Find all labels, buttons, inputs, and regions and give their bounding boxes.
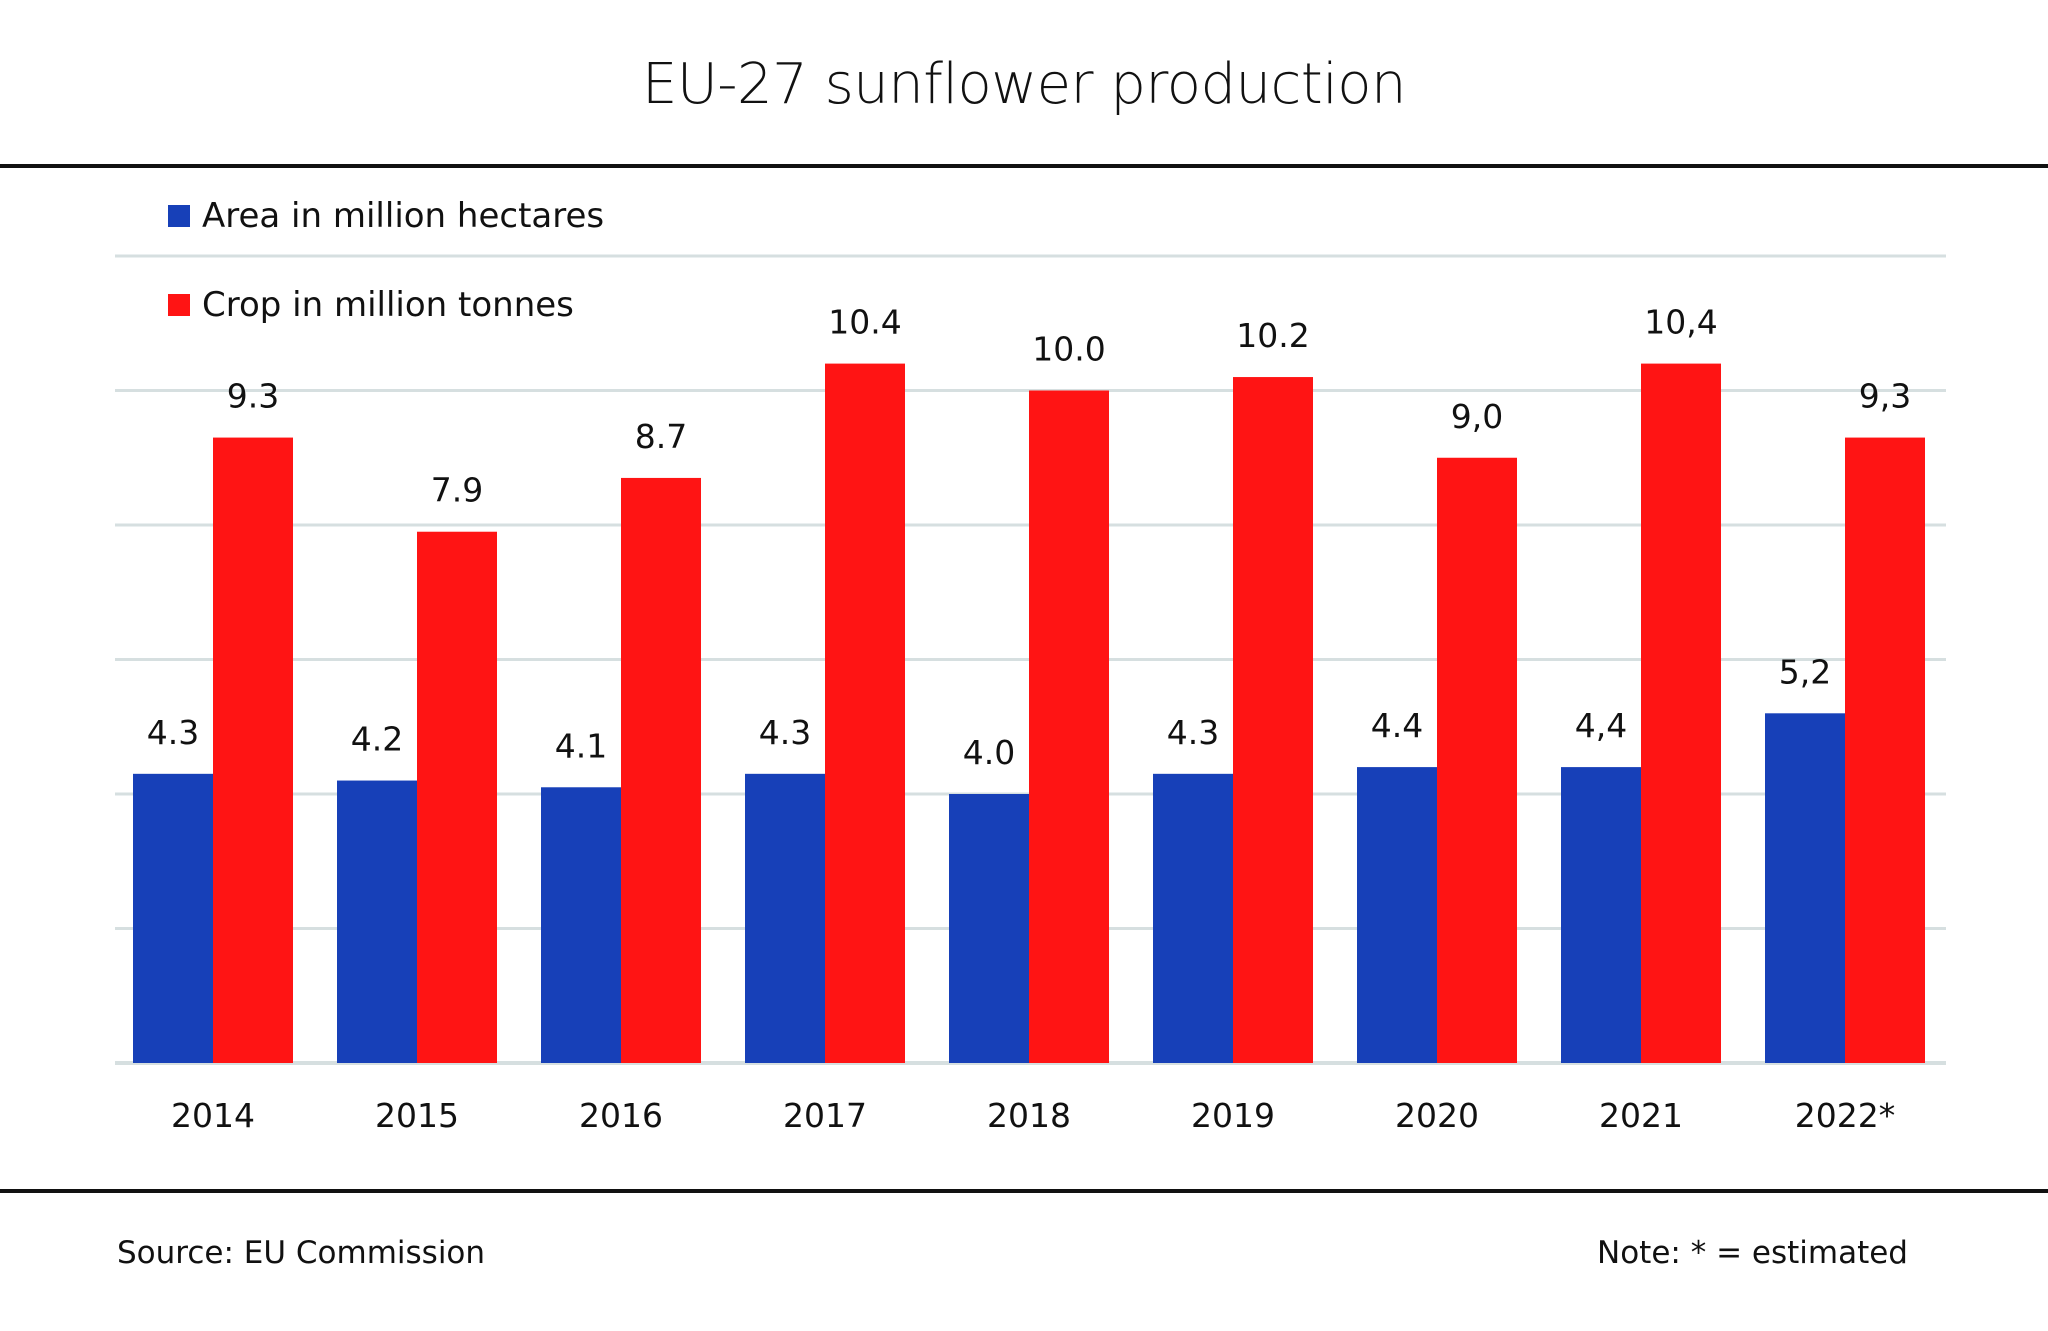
bar-crop-2015 bbox=[417, 531, 497, 1063]
label-area-2015: 4.2 bbox=[351, 720, 403, 759]
x-tick-2022: 2022* bbox=[1795, 1096, 1895, 1135]
label-crop-2015: 7.9 bbox=[431, 471, 483, 510]
bar-area-2016 bbox=[541, 787, 621, 1063]
bar-crop-2022 bbox=[1845, 437, 1925, 1063]
legend-label-crop: Crop in million tonnes bbox=[202, 285, 574, 325]
bar-crop-2014 bbox=[213, 437, 293, 1063]
chart-title: EU-27 sunflower production bbox=[641, 52, 1407, 117]
bar-area-2021 bbox=[1561, 767, 1641, 1063]
x-tick-2015: 2015 bbox=[375, 1096, 459, 1135]
label-area-2014: 4.3 bbox=[147, 713, 199, 752]
label-crop-2019: 10.2 bbox=[1236, 316, 1309, 355]
legend-item-area: Area in million hectares bbox=[168, 196, 604, 236]
label-crop-2022: 9,3 bbox=[1859, 377, 1911, 416]
bar-area-2017 bbox=[745, 773, 825, 1063]
bar-crop-2020 bbox=[1437, 457, 1517, 1063]
label-area-2016: 4.1 bbox=[555, 726, 607, 765]
bar-area-2015 bbox=[337, 780, 417, 1063]
legend-swatch-area bbox=[168, 205, 190, 227]
label-area-2022: 5,2 bbox=[1779, 652, 1831, 691]
bar-crop-2019 bbox=[1233, 377, 1313, 1063]
label-area-2017: 4.3 bbox=[759, 713, 811, 752]
label-crop-2016: 8.7 bbox=[635, 417, 687, 456]
bar-area-2018 bbox=[949, 794, 1029, 1063]
x-axis-tick-labels: 2014 2015 2016 2017 2018 2019 2020 2021 2022* bbox=[171, 1096, 1895, 1135]
bar-crop-2021 bbox=[1641, 363, 1721, 1064]
x-tick-2014: 2014 bbox=[171, 1096, 255, 1135]
bar-crop-2016 bbox=[621, 477, 701, 1063]
label-area-2021: 4,4 bbox=[1575, 706, 1627, 745]
label-crop-2014: 9.3 bbox=[227, 377, 279, 416]
x-tick-2018: 2018 bbox=[987, 1096, 1071, 1135]
label-crop-2017: 10.4 bbox=[828, 303, 901, 342]
label-area-2018: 4.0 bbox=[963, 733, 1015, 772]
label-area-2020: 4.4 bbox=[1371, 706, 1423, 745]
bar-area-2019 bbox=[1153, 773, 1233, 1063]
top-divider bbox=[0, 164, 2048, 168]
label-area-2019: 4.3 bbox=[1167, 713, 1219, 752]
label-crop-2020: 9,0 bbox=[1451, 397, 1503, 436]
source-note: Source: EU Commission bbox=[117, 1235, 486, 1271]
x-tick-2020: 2020 bbox=[1395, 1096, 1479, 1135]
bars bbox=[133, 363, 1925, 1064]
data-labels: 4.3 9.3 4.2 7.9 4.1 8.7 4.3 10.4 4.0 10.0 4.3 10.2 4… bbox=[147, 303, 1911, 772]
bar-area-2014 bbox=[133, 773, 213, 1063]
label-crop-2018: 10.0 bbox=[1032, 330, 1105, 369]
x-tick-2021: 2021 bbox=[1599, 1096, 1683, 1135]
legend-item-crop: Crop in million tonnes bbox=[168, 285, 574, 325]
label-crop-2021: 10,4 bbox=[1644, 303, 1717, 342]
bar-area-2020 bbox=[1357, 767, 1437, 1063]
bar-area-2022 bbox=[1765, 713, 1845, 1063]
legend-label-area: Area in million hectares bbox=[202, 196, 605, 236]
x-tick-2017: 2017 bbox=[783, 1096, 867, 1135]
bar-crop-2017 bbox=[825, 363, 905, 1064]
bottom-divider bbox=[0, 1189, 2048, 1193]
legend-swatch-crop bbox=[168, 294, 190, 316]
estimate-note: Note: * = estimated bbox=[1597, 1235, 1908, 1271]
bar-crop-2018 bbox=[1029, 390, 1109, 1063]
x-tick-2016: 2016 bbox=[579, 1096, 663, 1135]
x-tick-2019: 2019 bbox=[1191, 1096, 1275, 1135]
